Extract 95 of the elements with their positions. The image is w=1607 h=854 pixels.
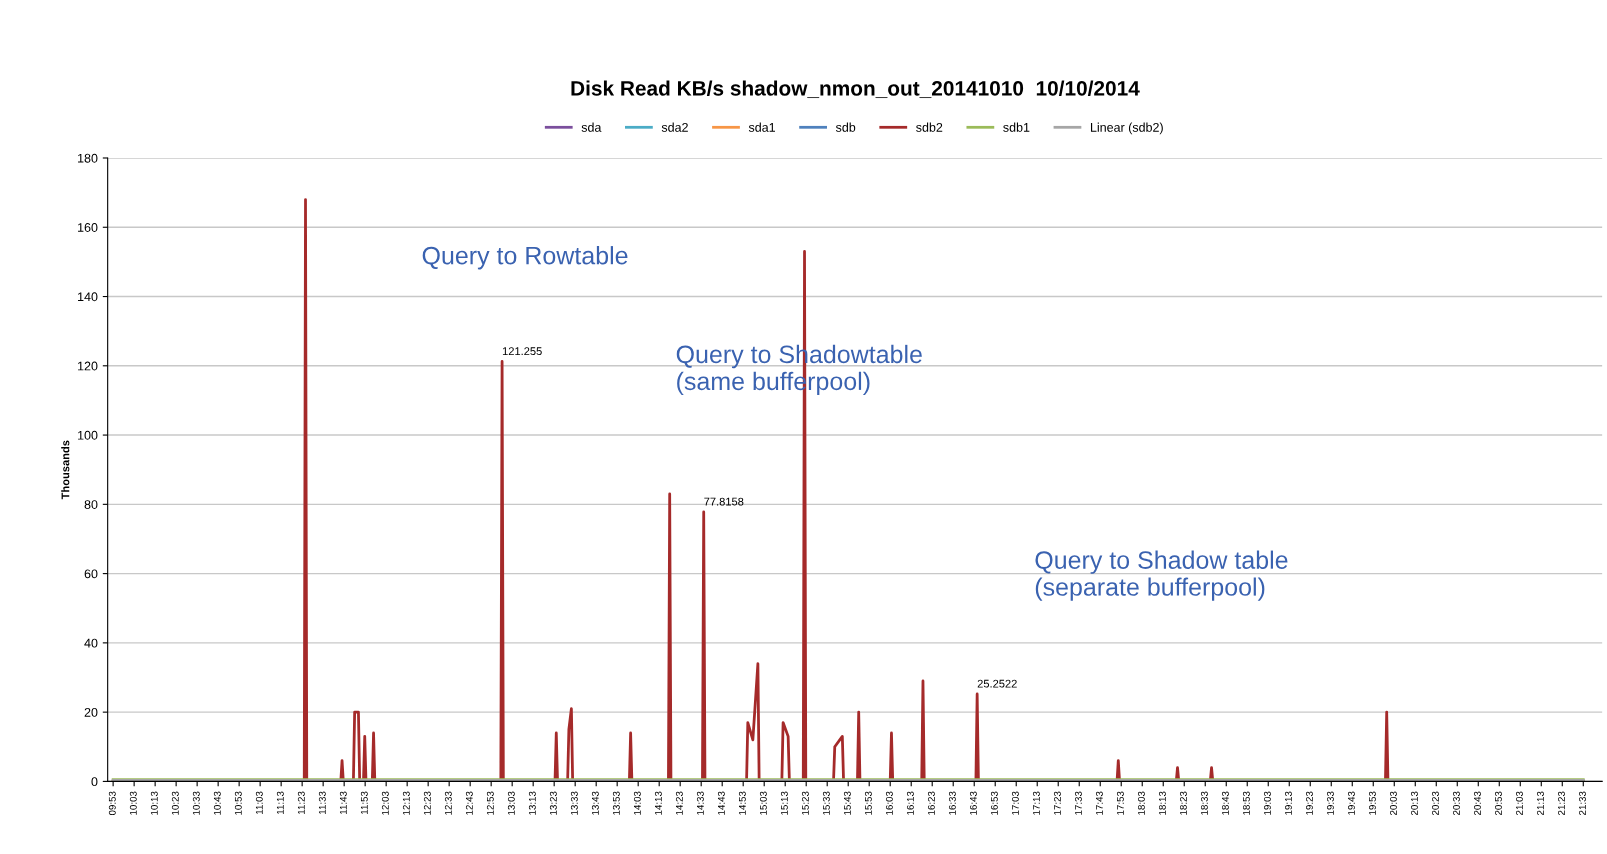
x-tick-label: 13:33	[570, 791, 578, 815]
x-tick-label: 13:53	[612, 791, 620, 815]
y-tick-label: 160	[78, 223, 98, 232]
x-tick-label: 14:43	[717, 791, 725, 815]
x-tick-label: 17:13	[1032, 791, 1040, 815]
x-tick-label: 10:33	[192, 791, 200, 815]
annotation: 121.255	[502, 347, 542, 356]
x-tick-label: 16:43	[969, 791, 977, 815]
x-tick-label: 17:03	[1011, 791, 1019, 815]
x-tick-label: 12:33	[444, 791, 452, 815]
x-tick-label: 11:03	[255, 791, 263, 814]
legend-label: sdb	[835, 122, 856, 132]
x-tick-label: 19:13	[1284, 791, 1292, 815]
x-tick-label: 10:03	[129, 791, 137, 815]
x-tick-label: 16:33	[948, 791, 956, 815]
x-tick-label: 19:33	[1326, 791, 1334, 815]
x-tick-label: 15:33	[822, 791, 830, 815]
annotation: Query to Shadow table (separate bufferpool)	[1035, 550, 1288, 601]
x-tick-label: 20:23	[1431, 791, 1439, 815]
x-tick-label: 17:53	[1116, 791, 1124, 815]
x-tick-label: 16:03	[885, 791, 893, 815]
x-tick-label: 16:13	[906, 791, 914, 815]
x-tick-label: 19:53	[1368, 791, 1376, 815]
x-tick-label: 17:33	[1074, 791, 1082, 815]
x-tick-label: 21:33	[1579, 791, 1586, 815]
annotation: 25.2522	[977, 679, 1017, 688]
x-tick-label: 09:53	[108, 791, 116, 816]
y-tick-label: 120	[78, 361, 98, 371]
x-tick-label: 18:33	[1200, 791, 1208, 815]
x-tick-label: 20:53	[1494, 791, 1502, 815]
x-tick-label: 18:03	[1137, 791, 1145, 815]
x-tick-label: 11:23	[297, 791, 305, 814]
x-tick-label: 12:13	[402, 791, 410, 815]
x-tick-label: 13:43	[591, 791, 599, 815]
x-tick-label: 19:43	[1347, 791, 1355, 815]
y-tick-label: 140	[78, 292, 98, 302]
x-tick-label: 10:23	[171, 791, 179, 815]
x-tick-label: 20:33	[1452, 791, 1460, 815]
x-tick-label: 17:23	[1053, 791, 1061, 815]
x-tick-label: 13:23	[549, 791, 557, 815]
legend-label: Linear (sdb2)	[1090, 122, 1163, 135]
x-tick-label: 14:03	[633, 791, 641, 815]
x-tick-label: 15:23	[801, 791, 809, 815]
x-tick-label: 21:03	[1516, 791, 1523, 815]
x-tick-label: 20:03	[1389, 791, 1397, 815]
legend-label: sda2	[661, 122, 688, 132]
x-tick-label: 18:23	[1179, 791, 1187, 815]
y-tick-label: 180	[78, 153, 98, 163]
y-tick-label: 40	[84, 638, 98, 648]
x-tick-label: 11:43	[339, 791, 347, 814]
chart-title: Disk Read KB/s shadow_nmon_out_20141010 10/10/2014	[571, 80, 1140, 99]
x-tick-label: 14:13	[654, 791, 662, 815]
x-tick-label: 13:13	[528, 791, 536, 815]
x-tick-label: 10:43	[213, 791, 221, 815]
y-tick-label: 0	[91, 777, 98, 787]
x-tick-label: 20:13	[1410, 791, 1418, 815]
x-tick-label: 20:43	[1474, 791, 1481, 815]
x-tick-label: 11:53	[360, 791, 368, 814]
y-tick-label: 20	[84, 707, 98, 717]
y-tick-label: 80	[84, 500, 98, 509]
x-tick-label: 21:23	[1558, 791, 1565, 815]
legend-label: sdb1	[1003, 122, 1030, 132]
x-tick-label: 14:53	[738, 791, 746, 815]
y-tick-label: 60	[84, 569, 98, 579]
x-tick-label: 10:53	[234, 791, 242, 815]
x-tick-label: 16:53	[990, 791, 998, 815]
annotation: Query to Rowtable	[422, 246, 628, 270]
x-tick-label: 19:03	[1263, 791, 1271, 815]
x-tick-label: 16:23	[927, 791, 935, 815]
x-tick-label: 13:03	[507, 791, 515, 815]
x-tick-label: 15:53	[864, 791, 872, 815]
x-tick-label: 18:13	[1158, 791, 1166, 815]
legend-label: sda	[581, 122, 602, 132]
x-tick-label: 14:33	[696, 791, 704, 815]
x-tick-label: 10:13	[150, 791, 158, 815]
x-tick-label: 11:33	[318, 791, 326, 814]
legend-label: sdb2	[916, 122, 943, 132]
x-tick-label: 15:03	[759, 791, 767, 815]
x-tick-label: 12:03	[381, 791, 389, 815]
x-tick-label: 18:53	[1242, 791, 1250, 815]
x-tick-label: 12:23	[423, 791, 431, 815]
x-tick-label: 12:43	[465, 791, 473, 815]
y-axis-title: Thousands	[61, 440, 70, 500]
x-tick-label: 18:43	[1221, 791, 1229, 815]
x-tick-label: 17:43	[1095, 791, 1103, 815]
x-tick-label: 21:13	[1537, 791, 1544, 815]
x-tick-label: 19:23	[1305, 791, 1313, 815]
x-tick-label: 15:13	[780, 791, 788, 815]
annotation: 77.8158	[704, 497, 744, 506]
x-tick-label: 11:13	[276, 791, 284, 814]
x-tick-label: 14:23	[675, 791, 683, 815]
legend-label: sda1	[748, 122, 775, 132]
y-tick-label: 100	[78, 430, 98, 440]
x-tick-label: 15:43	[843, 791, 851, 815]
x-tick-label: 12:53	[486, 791, 494, 815]
